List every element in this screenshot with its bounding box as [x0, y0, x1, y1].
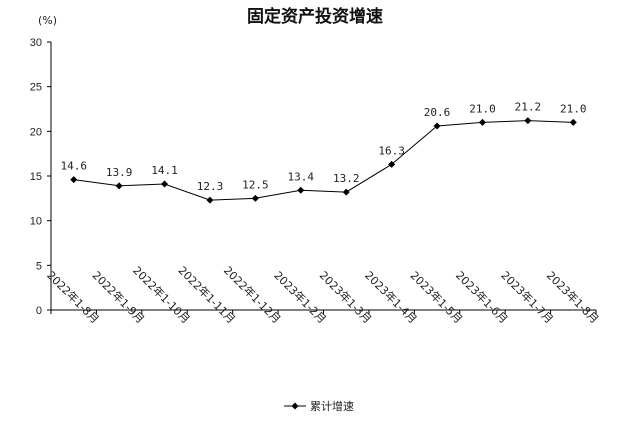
data-point-marker	[297, 186, 305, 194]
series-line	[73, 120, 574, 201]
data-label: 21.2	[515, 101, 542, 114]
data-point-marker	[206, 196, 214, 204]
data-label: 12.5	[242, 178, 269, 191]
y-tick-labels: 0 5 10 15 20 25 30	[30, 37, 42, 317]
data-label: 13.9	[106, 166, 133, 179]
axes	[47, 41, 597, 314]
y-tick-label: 20	[30, 126, 42, 138]
data-label: 20.6	[424, 106, 451, 119]
legend-diamond-marker	[291, 402, 299, 410]
data-point-marker	[70, 176, 78, 184]
data-point-marker	[388, 160, 396, 168]
data-point-marker	[115, 182, 123, 190]
data-point-marker	[251, 194, 259, 202]
data-point-marker	[478, 118, 486, 126]
data-point-marker	[433, 122, 441, 130]
data-label: 21.0	[469, 102, 496, 115]
y-tick-label: 10	[30, 216, 42, 228]
series-lines	[73, 120, 574, 201]
data-labels: 14.6 13.9 14.1 12.3 12.5 13.4 13.2 16.3 20.6 21.0…	[60, 101, 586, 194]
legend: 累计增速	[284, 399, 354, 413]
data-label: 13.4	[288, 170, 315, 183]
x-tick-labels: 2022年1-8月2022年1-9月2022年1-10月2022年1-11月20…	[44, 263, 602, 326]
data-point-marker	[161, 180, 169, 188]
data-label: 13.2	[333, 172, 360, 185]
chart-title: 固定资产投资增速	[247, 6, 383, 27]
legend-label: 累计增速	[310, 399, 354, 413]
y-tick-label: 30	[30, 37, 42, 49]
data-point-marker	[569, 118, 577, 126]
y-axis-unit: (%)	[38, 14, 57, 27]
data-label: 14.1	[151, 164, 178, 177]
data-point-marker	[342, 188, 350, 196]
data-points	[70, 117, 577, 204]
data-label: 14.6	[60, 160, 87, 173]
data-label: 12.3	[197, 180, 224, 193]
y-tick-label: 25	[30, 82, 42, 94]
y-tick-label: 0	[36, 305, 42, 317]
y-tick-label: 5	[36, 260, 42, 272]
data-label: 21.0	[560, 102, 587, 115]
data-point-marker	[524, 117, 532, 125]
y-tick-label: 15	[30, 171, 42, 183]
data-label: 16.3	[378, 144, 405, 157]
